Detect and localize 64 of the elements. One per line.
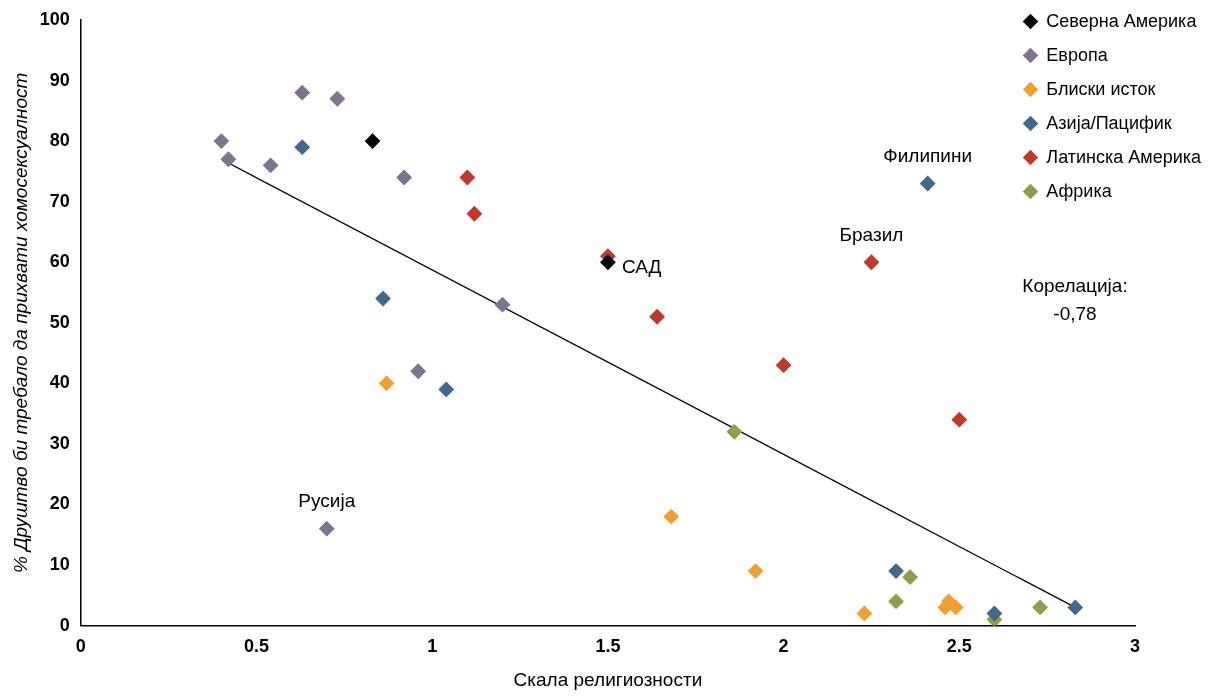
y-tick-label: 70	[49, 190, 70, 211]
x-tick-label: 2	[778, 636, 789, 657]
y-tick-label: 80	[49, 130, 70, 151]
point	[649, 309, 665, 325]
point	[294, 139, 310, 155]
point	[319, 521, 335, 537]
legend-label: Латинска Америка	[1046, 146, 1201, 168]
legend-label: Африка	[1046, 180, 1112, 202]
x-tick-label: 3	[1129, 636, 1141, 657]
point	[364, 133, 381, 149]
point	[294, 85, 310, 101]
point	[213, 133, 230, 149]
x-tick-label: 0.5	[244, 636, 270, 657]
annotation: Бразил	[839, 223, 904, 245]
y-tick-label: 100	[39, 8, 70, 29]
x-tick-label: 1	[427, 636, 438, 657]
annotation: Русија	[298, 490, 356, 512]
x-tick-label: 1.5	[595, 636, 621, 657]
x-tick-label: 0	[75, 636, 86, 657]
y-tick-label: 50	[49, 311, 70, 332]
point	[863, 254, 880, 270]
point	[220, 151, 237, 167]
point	[378, 375, 395, 392]
point	[396, 169, 412, 186]
point	[663, 508, 679, 525]
point	[747, 563, 764, 579]
point	[375, 290, 391, 307]
point	[902, 569, 918, 585]
point	[726, 424, 743, 440]
annotation: Корелација: -0,78	[1021, 274, 1129, 326]
y-tick-label: 60	[49, 251, 70, 272]
point	[329, 91, 345, 107]
y-tick-label: 90	[49, 69, 70, 90]
point	[459, 169, 476, 186]
annotation: Филипини	[883, 145, 973, 167]
point	[438, 381, 454, 398]
point	[948, 599, 964, 616]
point	[1032, 599, 1048, 616]
y-axis-title: % Друштво би требало да прихвати хомосексуалност	[9, 72, 31, 574]
x-tick-label: 2.5	[946, 636, 972, 657]
point	[494, 296, 511, 313]
point	[888, 593, 904, 610]
point	[262, 157, 279, 173]
y-tick-label: 20	[49, 493, 70, 514]
y-tick-label: 30	[49, 432, 70, 453]
x-axis-title: Скала религиозности	[513, 668, 703, 690]
point	[920, 175, 936, 192]
legend-label: Блиски исток	[1046, 78, 1156, 100]
legend-label: Азија/Пацифик	[1046, 112, 1172, 134]
point	[986, 605, 1003, 622]
annotation: САД	[621, 255, 662, 277]
point	[1067, 599, 1083, 616]
point	[410, 363, 426, 379]
point	[951, 412, 967, 428]
point	[888, 563, 904, 579]
y-tick-label: 10	[49, 554, 70, 575]
y-tick-label: 0	[59, 614, 70, 635]
point	[600, 254, 616, 270]
legend-label: Европа	[1046, 44, 1108, 66]
point	[775, 357, 792, 373]
y-tick-label: 40	[49, 372, 70, 393]
point	[466, 206, 483, 222]
point	[856, 605, 873, 622]
legend-label: Северна Америка	[1046, 10, 1197, 32]
